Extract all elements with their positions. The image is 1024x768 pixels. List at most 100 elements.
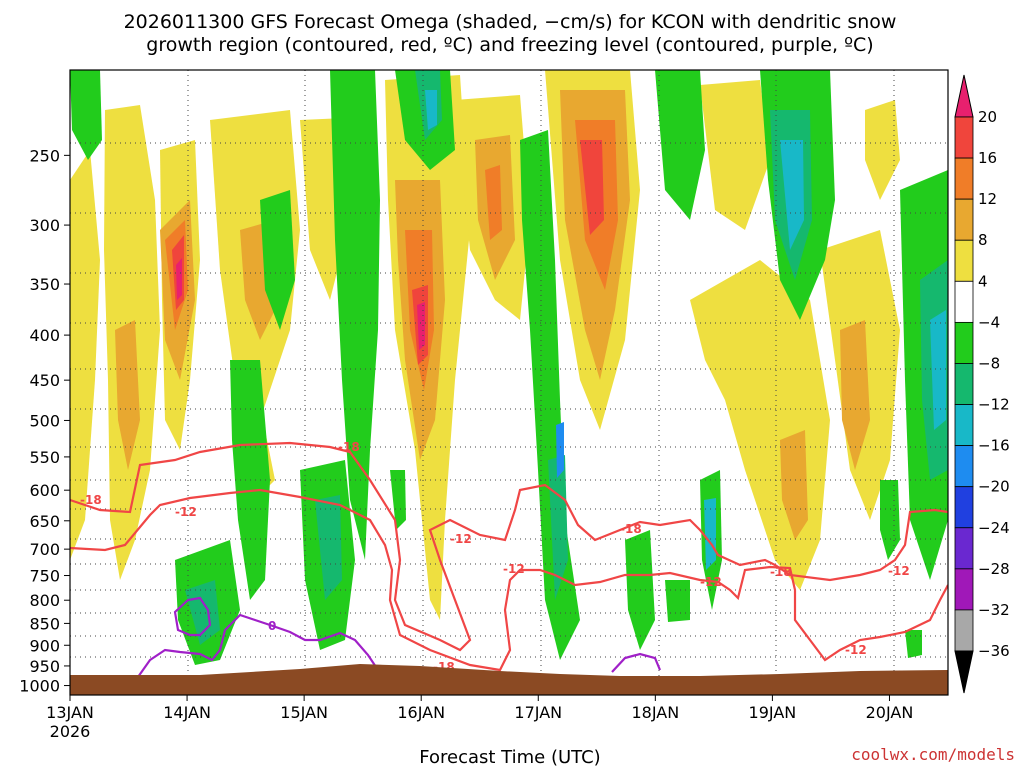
plot-frame — [69, 69, 949, 696]
contour-label: -18 — [620, 522, 642, 536]
colorbar-tick-label: −32 — [978, 601, 1010, 619]
colorbar-tick-label: −8 — [978, 354, 1000, 372]
omega-band-cyan — [930, 310, 946, 430]
x-axis-label: Forecast Time (UTC) — [419, 747, 600, 768]
minus18-contour — [70, 441, 948, 652]
colorbar-tick-label: −28 — [978, 560, 1010, 578]
x-tick-label: 13JAN — [46, 703, 94, 722]
omega-shading — [70, 70, 948, 665]
omega-band-teal — [185, 580, 220, 645]
omega-band-cyan — [704, 498, 716, 570]
colorbar-tick-label: 16 — [978, 149, 997, 167]
y-tick-label: 250 — [29, 146, 60, 165]
contour-label: -12 — [503, 562, 525, 576]
zero-degree-contour — [173, 596, 212, 637]
contour-labels: -18 -12 -18 -12 -18 -12 -12 -18 -18 -12 … — [80, 440, 910, 674]
x-tick-label: 17JAN — [514, 703, 562, 722]
omega-band-green — [330, 70, 380, 560]
colorbar-bin — [954, 157, 974, 200]
y-tick-label: 850 — [29, 614, 60, 633]
omega-band-orange — [780, 430, 808, 540]
y-tick-label: 350 — [29, 275, 60, 294]
contour-label: -12 — [888, 564, 910, 578]
contour-label-freezing: 0 — [268, 619, 276, 633]
zero-degree-contour — [137, 613, 379, 678]
x-tick-label: 18JAN — [631, 703, 679, 722]
omega-band-blue — [556, 422, 564, 478]
y-tick-label: 400 — [29, 326, 60, 345]
y-tick-label: 500 — [29, 411, 60, 430]
x-tick-label: 19JAN — [749, 703, 797, 722]
colorbar-bin — [954, 363, 974, 405]
colorbar-bin — [954, 445, 974, 488]
omega-band-magenta — [417, 302, 425, 350]
colorbar-bin — [954, 116, 974, 159]
site-credit: coolwx.com/models — [851, 745, 1015, 764]
colorbar-bottom-triangle — [954, 650, 974, 694]
chart-title-line-2: growth region (contoured, red, ºC) and f… — [146, 34, 873, 56]
dendritic-growth-contours — [70, 441, 948, 672]
omega-band-cyan — [780, 140, 804, 250]
omega-band-green — [390, 470, 406, 530]
chart-title-line-1: 2026011300 GFS Forecast Omega (shaded, −… — [124, 11, 897, 33]
y-tick-label: 700 — [29, 540, 60, 559]
omega-band-green — [655, 70, 705, 220]
y-tick-label: 800 — [29, 591, 60, 610]
x-tick-sublabel: 2026 — [50, 722, 91, 741]
y-tick-label: 300 — [29, 216, 60, 235]
colorbar-tick-label: 20 — [978, 108, 997, 126]
colorbar-bin — [954, 527, 974, 570]
omega-band-magenta — [176, 258, 182, 300]
colorbar-bin — [954, 280, 974, 323]
colorbar: 20 16 12 8 4 −4 −8 −12 −16 −20 −24 −28 −32 −36 — [954, 74, 1010, 694]
colorbar-top-triangle — [954, 74, 974, 118]
contour-label: -12 — [450, 532, 472, 546]
colorbar-bin — [954, 404, 974, 447]
contour-label: -12 — [175, 505, 197, 519]
colorbar-bin — [954, 321, 974, 364]
colorbar-bin — [954, 486, 974, 529]
y-axis: 250 300 350 400 450 500 550 600 650 700 750 800 850 9… — [19, 146, 70, 696]
omega-band-orange — [115, 320, 140, 470]
colorbar-tick-label: 12 — [978, 190, 997, 208]
contour-label: -18 — [338, 440, 360, 454]
colorbar-tick-label: −24 — [978, 519, 1010, 537]
colorbar-tick-label: −12 — [978, 396, 1010, 414]
y-tick-label: 750 — [29, 567, 60, 586]
plot-area: -18 -12 -18 -12 -18 -12 -12 -18 -18 -12 … — [70, 70, 948, 695]
omega-band-dark-orange — [485, 165, 502, 240]
omega-band-green — [880, 480, 900, 560]
contour-label: -18 — [80, 493, 102, 507]
y-tick-label: 1000 — [19, 677, 60, 696]
omega-band-green — [665, 580, 690, 622]
colorbar-bin — [954, 568, 974, 611]
contour-label: -12 — [845, 643, 867, 657]
colorbar-tick-label: −16 — [978, 437, 1010, 455]
omega-band-green — [70, 70, 102, 160]
omega-band-cyan — [425, 90, 437, 130]
omega-band-green — [260, 190, 295, 330]
omega-band-yellow — [700, 80, 770, 230]
y-tick-label: 650 — [29, 512, 60, 531]
y-tick-label: 900 — [29, 636, 60, 655]
omega-band-orange — [840, 320, 870, 470]
y-tick-label: 450 — [29, 371, 60, 390]
omega-band-yellow — [70, 150, 100, 560]
zero-degree-contour — [611, 652, 662, 673]
freezing-level-contours — [137, 596, 662, 678]
omega-band-yellow — [865, 100, 900, 200]
colorbar-bin — [954, 609, 974, 652]
colorbar-tick-label: −4 — [978, 313, 1000, 331]
colorbar-bin — [954, 239, 974, 282]
colorbar-tick-label: −20 — [978, 478, 1010, 496]
y-tick-label: 550 — [29, 448, 60, 467]
terrain-ground — [70, 664, 948, 695]
colorbar-bin — [954, 198, 974, 241]
x-tick-label: 16JAN — [397, 703, 445, 722]
contour-label: -12 — [700, 575, 722, 589]
x-tick-label: 20JAN — [866, 703, 914, 722]
y-tick-label: 950 — [29, 657, 60, 676]
y-tick-label: 600 — [29, 481, 60, 500]
